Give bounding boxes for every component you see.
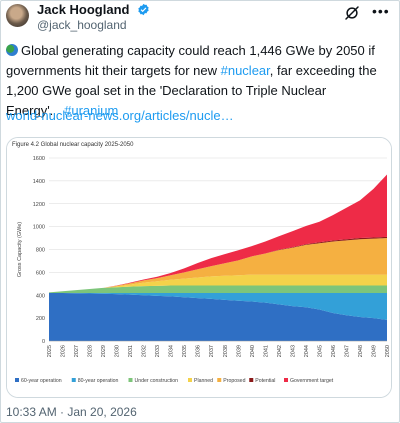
x-tick-label: 2042 bbox=[277, 345, 283, 357]
legend-swatch bbox=[188, 378, 192, 382]
hashtag-uranium-link[interactable]: #uranium bbox=[64, 103, 119, 118]
x-tick-label: 2030 bbox=[115, 345, 121, 357]
capacity-chart: Figure 4.2 Global nuclear capacity 2025-… bbox=[7, 138, 391, 397]
x-tick-label: 2038 bbox=[223, 345, 229, 357]
more-options-icon[interactable]: ••• bbox=[372, 3, 390, 19]
tweet-text-part-1: Global generating capacity could reach 1… bbox=[6, 43, 375, 78]
legend-label: 60-year operation bbox=[21, 378, 62, 384]
x-tick-label: 2043 bbox=[290, 345, 296, 357]
series-area-under-construction bbox=[49, 285, 387, 293]
x-tick-label: 2033 bbox=[155, 345, 161, 357]
x-tick-label: 2037 bbox=[209, 345, 215, 357]
legend-label: Planned bbox=[194, 378, 213, 384]
y-tick-label: 1200 bbox=[33, 202, 45, 208]
series-area-80-year-operation bbox=[49, 292, 387, 320]
x-tick-label: 2029 bbox=[101, 345, 107, 357]
y-tick-label: 1400 bbox=[33, 179, 45, 185]
legend-swatch bbox=[249, 378, 254, 382]
x-tick-label: 2047 bbox=[344, 345, 350, 357]
y-tick-label: 800 bbox=[36, 248, 45, 254]
series-area-government-target bbox=[49, 174, 387, 293]
x-tick-label: 2045 bbox=[317, 345, 323, 357]
x-tick-label: 2036 bbox=[196, 345, 202, 357]
x-tick-label: 2040 bbox=[250, 345, 256, 357]
chart-image-card[interactable]: Figure 4.2 Global nuclear capacity 2025-… bbox=[6, 137, 392, 398]
x-tick-label: 2044 bbox=[304, 345, 310, 357]
x-tick-label: 2041 bbox=[263, 345, 269, 357]
y-tick-label: 1000 bbox=[33, 225, 45, 231]
x-tick-label: 2031 bbox=[128, 345, 134, 357]
legend-swatch bbox=[15, 378, 19, 382]
y-tick-label: 400 bbox=[36, 293, 45, 299]
legend-label: Government target bbox=[290, 378, 334, 384]
x-tick-label: 2034 bbox=[169, 345, 175, 357]
series-area-planned bbox=[49, 274, 387, 293]
series-area-proposed bbox=[49, 238, 387, 293]
grok-icon[interactable] bbox=[343, 4, 361, 22]
legend-swatch bbox=[71, 378, 76, 382]
y-tick-label: 0 bbox=[42, 339, 45, 345]
x-tick-label: 2028 bbox=[88, 345, 94, 357]
y-tick-label: 1600 bbox=[33, 156, 45, 162]
y-axis-label: Gross Capacity (GWe) bbox=[17, 222, 23, 277]
x-tick-label: 2027 bbox=[74, 345, 80, 357]
legend-swatch bbox=[284, 378, 288, 382]
globe-icon bbox=[6, 44, 18, 56]
hashtag-nuclear-link[interactable]: #nuclear bbox=[220, 63, 270, 78]
legend-label: 80-year operation bbox=[78, 378, 119, 384]
x-tick-label: 2049 bbox=[371, 345, 377, 357]
tweet-timestamp[interactable]: 10:33 AM · Jan 20, 2026 bbox=[6, 405, 137, 419]
tweet-text: Global generating capacity could reach 1… bbox=[6, 41, 394, 121]
author-name[interactable]: Jack Hoogland bbox=[37, 2, 130, 17]
chart-title: Figure 4.2 Global nuclear capacity 2025-… bbox=[12, 142, 134, 148]
legend-swatch bbox=[217, 378, 222, 382]
y-tick-label: 200 bbox=[36, 316, 45, 322]
legend-label: Potential bbox=[255, 378, 275, 384]
x-tick-label: 2050 bbox=[385, 345, 391, 357]
x-tick-label: 2032 bbox=[142, 345, 148, 357]
y-tick-label: 600 bbox=[36, 270, 45, 276]
x-tick-label: 2026 bbox=[61, 345, 67, 357]
x-tick-label: 2046 bbox=[331, 345, 337, 357]
x-tick-label: 2048 bbox=[358, 345, 364, 357]
article-link[interactable]: world-nuclear-news.org/articles/nucle… bbox=[6, 108, 234, 123]
legend-label: Proposed bbox=[223, 378, 245, 384]
x-tick-label: 2035 bbox=[182, 345, 188, 357]
legend-label: Under construction bbox=[135, 378, 179, 384]
series-area-60-year-operation bbox=[49, 292, 387, 341]
x-tick-label: 2025 bbox=[47, 345, 53, 357]
avatar[interactable] bbox=[6, 4, 29, 27]
verified-badge-icon bbox=[138, 3, 149, 16]
tweet-text-part-2: , far exceeding the 1,200 GWe goal set i… bbox=[6, 63, 377, 118]
x-tick-label: 2039 bbox=[236, 345, 242, 357]
author-handle[interactable]: @jack_hoogland bbox=[37, 18, 127, 32]
legend-swatch bbox=[128, 378, 133, 382]
